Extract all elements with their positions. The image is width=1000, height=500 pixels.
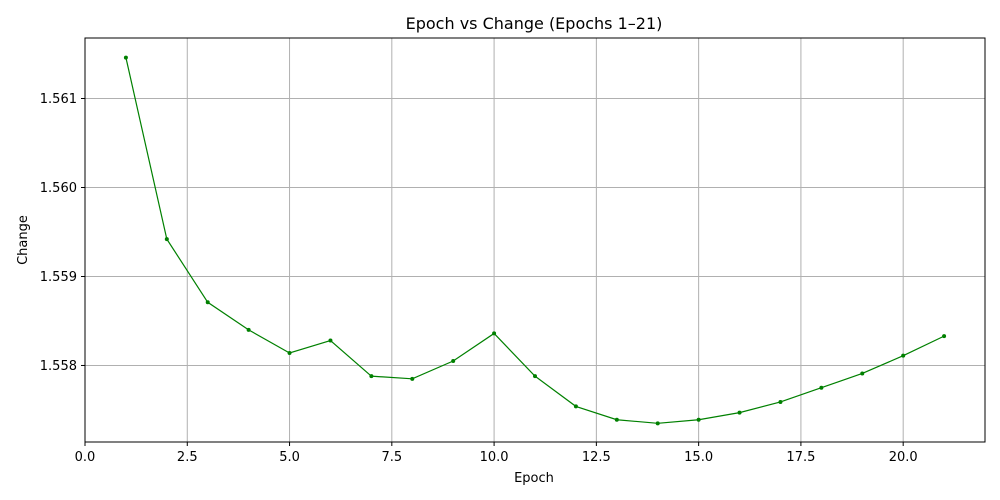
data-point xyxy=(205,300,210,305)
data-point xyxy=(614,417,619,422)
x-tick-label: 0.0 xyxy=(75,450,96,465)
data-point xyxy=(737,410,742,415)
y-tick-label: 1.561 xyxy=(40,92,77,107)
data-point xyxy=(573,404,578,409)
x-axis-title: Epoch xyxy=(514,471,554,486)
data-point xyxy=(492,331,497,336)
x-tick-label: 10.0 xyxy=(480,450,509,465)
series-line xyxy=(125,57,945,424)
data-point xyxy=(860,371,865,376)
axis-ticks: 0.0 2.5 5.0 7.5 10.0 12.5 15.0 17.5 20.0 1.558 1.5… xyxy=(40,92,918,465)
data-point xyxy=(287,351,292,356)
data-point xyxy=(819,385,824,390)
x-tick-label: 20.0 xyxy=(889,450,918,465)
y-tick-label: 1.559 xyxy=(40,270,77,285)
data-point xyxy=(164,237,169,242)
x-tick-label: 2.5 xyxy=(177,450,198,465)
data-point xyxy=(369,374,374,379)
data-point xyxy=(123,55,128,60)
y-tick-label: 1.558 xyxy=(40,359,77,374)
x-tick-label: 7.5 xyxy=(381,450,402,465)
y-axis-title: Change xyxy=(16,215,31,265)
data-point xyxy=(901,353,906,358)
data-point xyxy=(410,376,415,381)
data-point xyxy=(942,334,947,339)
x-tick-label: 17.5 xyxy=(786,450,815,465)
data-point xyxy=(533,374,537,379)
series-layer xyxy=(123,55,947,426)
data-point xyxy=(655,421,660,426)
plot-area-frame xyxy=(84,37,986,443)
x-tick-label: 15.0 xyxy=(684,450,713,465)
data-point xyxy=(778,399,783,404)
y-tick-label: 1.560 xyxy=(40,181,77,196)
x-tick-label: 5.0 xyxy=(279,450,300,465)
data-point xyxy=(328,338,333,343)
data-point xyxy=(451,359,456,364)
data-point xyxy=(246,327,251,332)
data-point xyxy=(696,417,701,422)
x-tick-label: 12.5 xyxy=(582,450,611,465)
grid-lines xyxy=(84,38,985,442)
chart-title: Epoch vs Change (Epochs 1–21) xyxy=(406,14,663,33)
